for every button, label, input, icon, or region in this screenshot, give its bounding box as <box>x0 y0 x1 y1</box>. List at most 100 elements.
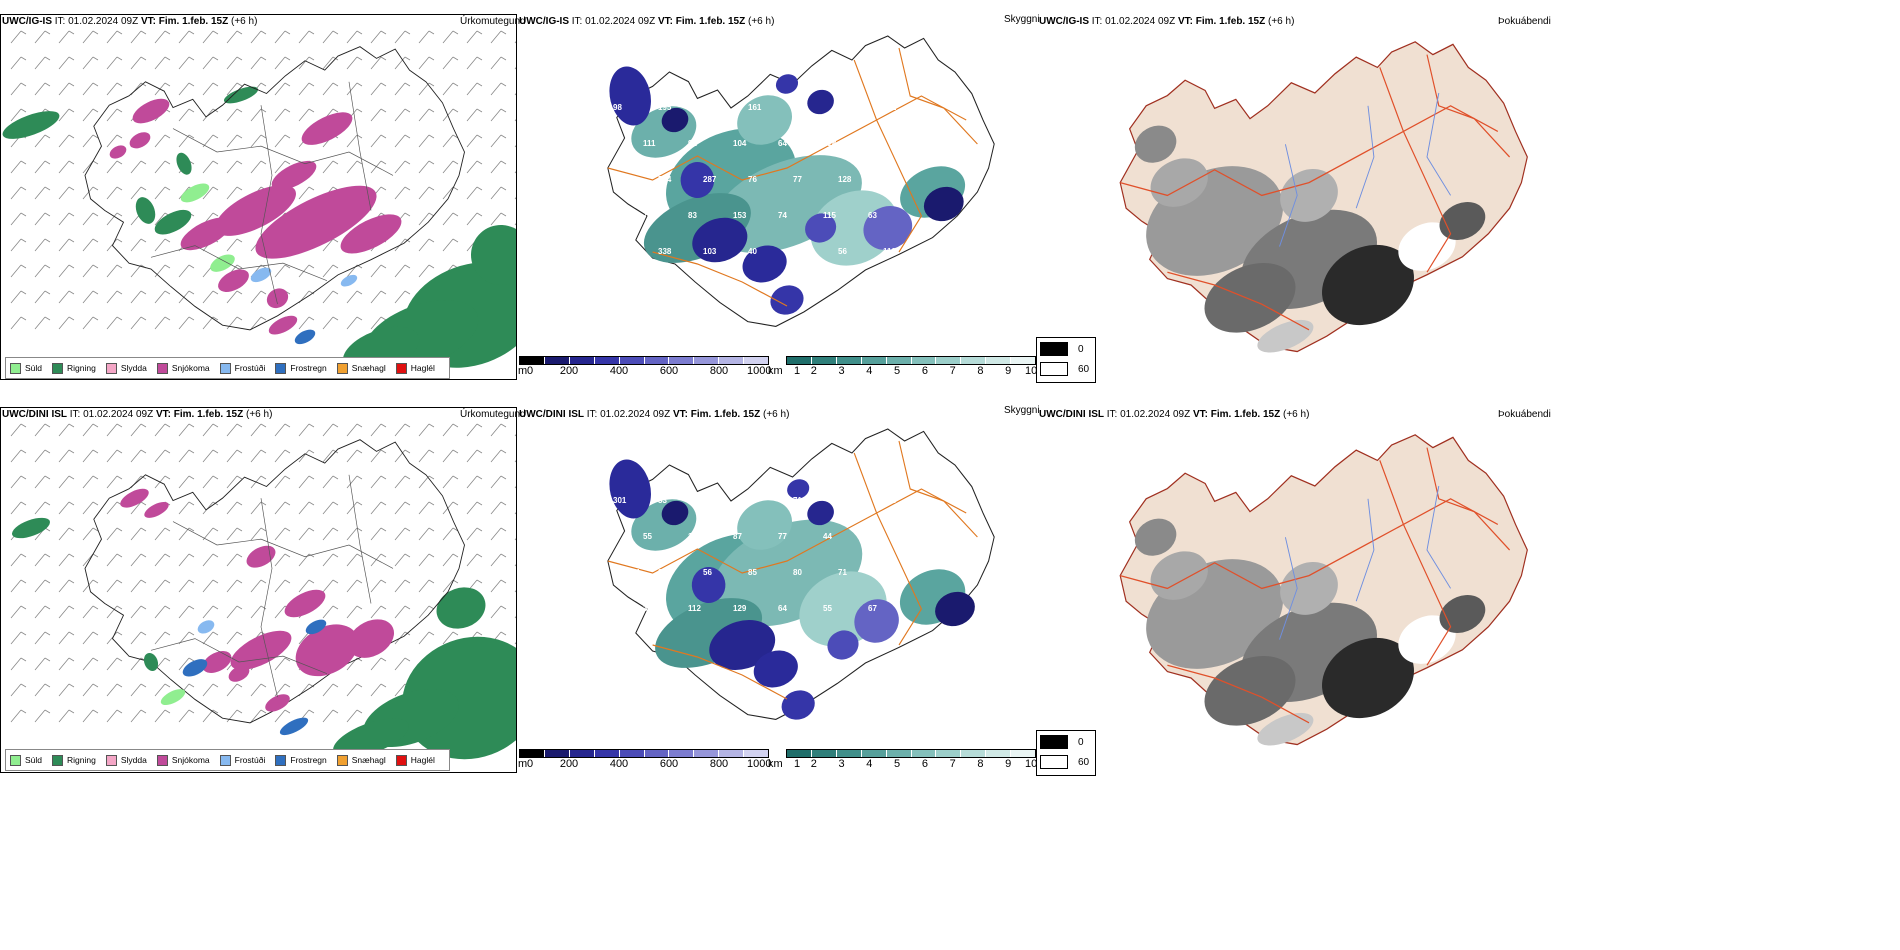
ceiling-area <box>691 567 726 604</box>
legend-swatch <box>105 754 117 766</box>
wind-barb <box>106 290 123 304</box>
ceiling-value-label: 111 <box>598 460 611 469</box>
wind-barb <box>106 709 123 723</box>
wind-barb <box>298 475 315 489</box>
wind-barb <box>514 590 516 593</box>
wind-barb <box>298 316 315 330</box>
wind-barb <box>82 449 99 463</box>
colorbar-tick-label: 4 <box>866 365 873 377</box>
wind-barb <box>394 82 411 96</box>
ceiling-value-label: 40 <box>613 175 622 184</box>
wind-barb <box>490 30 507 44</box>
precip-type-map-bottom: Súld Rigning Slydda Snjókoma Frostúði Frostre… <box>0 407 517 773</box>
ceiling-value-label: 71 <box>598 67 607 76</box>
wind-barb <box>58 30 75 44</box>
wind-barb <box>10 212 27 226</box>
ceiling-value-label: 161 <box>748 103 762 112</box>
wind-barb <box>34 605 51 619</box>
wind-barb <box>226 56 243 70</box>
wind-barb <box>514 119 516 122</box>
colorbar-swatch <box>594 357 620 364</box>
wind-barb <box>226 423 243 437</box>
wind-barb <box>346 709 363 723</box>
wind-barb <box>82 475 99 489</box>
precip-legend-item: Súld <box>10 362 42 374</box>
wind-barb <box>154 631 171 645</box>
precip-area <box>284 589 326 618</box>
wind-barb <box>82 501 99 515</box>
colorbar-tick-label: 800 <box>709 365 729 377</box>
wind-barb <box>370 108 387 122</box>
colorbar-tick-label: 0 <box>527 758 534 770</box>
wind-barb <box>466 134 483 148</box>
wind-barb <box>58 579 75 593</box>
wind-barb <box>346 56 363 70</box>
precip-legend: Súld Rigning Slydda Snjókoma Frostúði Frostre… <box>5 357 450 379</box>
precip-area <box>176 152 192 175</box>
wind-barb <box>346 683 363 697</box>
precip-panel-title: Úrkomutegund <box>460 409 526 420</box>
wind-barb <box>202 134 219 148</box>
wind-barb <box>154 134 171 148</box>
wind-barb <box>298 108 315 122</box>
precip-area <box>301 112 353 145</box>
wind-barb <box>250 56 267 70</box>
fog-panel-title: Þokuábendi <box>1498 409 1551 420</box>
wind-barb <box>298 449 315 463</box>
wind-barb <box>82 160 99 174</box>
rain-area <box>2 111 60 139</box>
contour-line <box>150 245 328 282</box>
wind-barb <box>250 605 267 619</box>
precip-area <box>144 501 169 518</box>
wind-barb <box>10 423 27 437</box>
legend-label: Slydda <box>120 755 147 765</box>
wind-barb <box>514 171 516 174</box>
wind-barb <box>154 683 171 697</box>
wind-barb <box>394 449 411 463</box>
colorbar-tick-label: 10 <box>1024 365 1038 377</box>
ceiling-value-label: 228 <box>883 496 897 505</box>
it-label: IT: <box>1091 16 1103 27</box>
wind-barb <box>490 553 507 567</box>
colorbar-swatch <box>569 750 595 757</box>
wind-barb <box>34 709 51 723</box>
wind-barb <box>130 56 147 70</box>
legend-label: Rigning <box>67 755 96 765</box>
colorbar-tick-label: 7 <box>949 365 956 377</box>
colorbar-swatch <box>787 750 812 757</box>
wind-barb <box>226 605 243 619</box>
precip-area <box>160 689 186 706</box>
it-label: IT: <box>69 409 81 420</box>
wind-barb <box>514 564 516 567</box>
colorbar-tick-label: 3 <box>838 758 845 770</box>
ceiling-value-label: 102 <box>883 103 897 112</box>
wind-barb <box>82 238 99 252</box>
ceiling-value-label: 112 <box>883 247 896 256</box>
wind-barb <box>394 579 411 593</box>
contours <box>150 81 394 305</box>
ceiling-value-label: 153 <box>733 211 747 220</box>
ceiling-value-label: 40 <box>748 247 757 256</box>
wind-barb <box>58 82 75 96</box>
wind-barb <box>418 553 435 567</box>
fog-index-area <box>1322 637 1414 719</box>
precip-area <box>305 619 327 635</box>
rivers <box>1279 92 1451 247</box>
wind-barb <box>34 683 51 697</box>
colorbar-tick-label: 600 <box>659 758 679 770</box>
it-label: IT: <box>571 16 583 27</box>
panel-header: UWC/IG-IS IT: 01.02.2024 09Z VT: Fim. 1.… <box>1039 16 1294 27</box>
wind-barb <box>130 501 147 515</box>
ceiling-area <box>863 206 913 250</box>
precip-area <box>246 545 276 568</box>
wind-barb <box>418 631 435 645</box>
legend-swatch <box>105 362 117 374</box>
wind-barb <box>466 56 483 70</box>
wind-barb <box>490 82 507 96</box>
wind-barb <box>418 186 435 200</box>
wind-barb <box>418 449 435 463</box>
fog-index-area <box>1204 656 1296 726</box>
colorbar-swatch <box>520 357 545 364</box>
wind-barb <box>106 108 123 122</box>
fog-legend: 0 60 <box>1036 337 1096 383</box>
